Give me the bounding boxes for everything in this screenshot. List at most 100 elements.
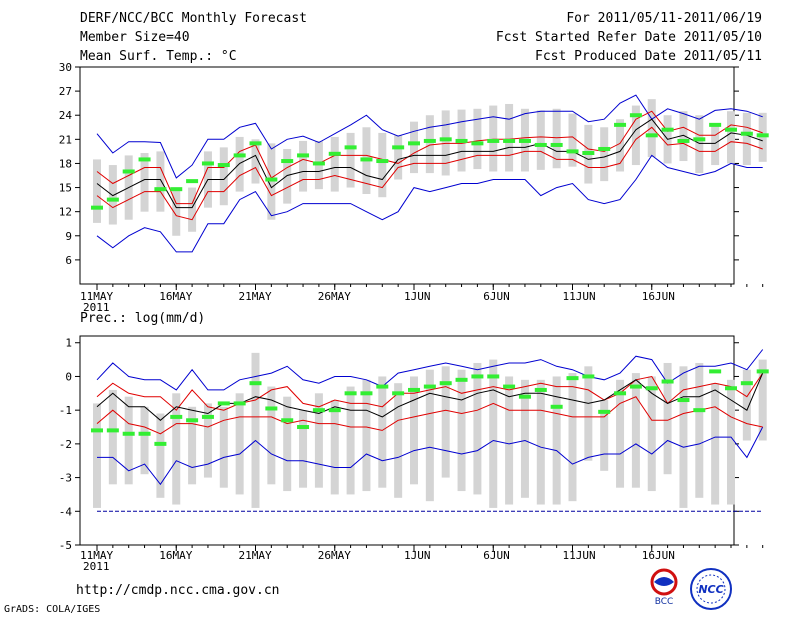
- x-tick-label: 16JUN: [642, 290, 675, 303]
- ensemble-bar: [727, 379, 735, 505]
- observed-marker: [661, 379, 674, 384]
- ensemble-bar: [536, 379, 545, 505]
- ensemble-bar: [631, 373, 640, 488]
- ensemble-bar: [505, 103, 514, 172]
- ensemble-bar: [267, 386, 276, 485]
- fcst-produced-date: Fcst Produced Date 2011/05/11: [535, 49, 762, 64]
- ensemble-bar: [727, 111, 735, 164]
- x-tick-label: 16JUN: [642, 549, 675, 562]
- observed-marker: [265, 177, 278, 182]
- ensemble-bar: [711, 123, 720, 166]
- ensemble-bar: [330, 136, 339, 192]
- ensemble-bar: [536, 110, 545, 170]
- y-tick-label: 21: [59, 133, 72, 146]
- observed-marker: [249, 381, 262, 386]
- ensemble-bar: [346, 132, 355, 188]
- observed-marker: [661, 127, 674, 132]
- temp-panel-title: Mean Surf. Temp.: °C: [80, 49, 237, 64]
- observed-marker: [186, 179, 199, 184]
- observed-marker: [201, 414, 214, 419]
- x-tick-label: 1JUN: [404, 290, 431, 303]
- ensemble-bar: [140, 406, 149, 475]
- ensemble-bar: [711, 383, 720, 505]
- panel-precipitation: -5 -4 -3 -2 -1 0 1 11MAY 16MAY 21MAY 26MAY 1JUN 6JUN…: [59, 335, 769, 573]
- y-tick-label: 6: [65, 254, 72, 267]
- observed-marker: [186, 418, 199, 423]
- observed-marker: [455, 377, 468, 382]
- median-line: [96, 372, 764, 421]
- x-tick-year: 2011: [83, 301, 110, 314]
- y-tick-label: 0: [65, 370, 72, 383]
- ensemble-bar: [330, 400, 339, 495]
- y-tick-label: -2: [59, 438, 72, 451]
- ensemble-bar: [235, 393, 244, 495]
- ensemble-bar: [568, 113, 577, 167]
- min-line: [96, 154, 763, 253]
- lower-quartile-line: [96, 396, 763, 435]
- ensemble-bar: [346, 386, 355, 495]
- observed-marker: [725, 127, 737, 132]
- observed-marker: [487, 138, 500, 143]
- observed-marker: [550, 142, 563, 147]
- ncc-logo-text: NCC: [698, 583, 723, 596]
- y-tick-label: 24: [59, 109, 73, 122]
- x-tick-label: 6JUN: [483, 549, 510, 562]
- observed-marker: [233, 401, 246, 406]
- observed-marker: [423, 138, 436, 143]
- observed-marker: [265, 406, 278, 411]
- prec-panel-title: Prec.: log(mm/d): [80, 311, 206, 326]
- observed-marker: [756, 369, 769, 374]
- observed-marker: [629, 113, 642, 118]
- observed-marker: [534, 387, 547, 392]
- observed-marker: [455, 138, 468, 143]
- ensemble-bar: [520, 379, 529, 498]
- observed-marker: [392, 145, 405, 150]
- ensemble-bar: [156, 151, 165, 212]
- observed-marker: [344, 391, 357, 396]
- ensemble-bar: [679, 366, 688, 508]
- observed-marker: [170, 414, 183, 419]
- observed-marker: [344, 145, 357, 150]
- observed-marker: [503, 384, 516, 389]
- observed-marker: [645, 386, 658, 391]
- upper-quartile-line: [96, 372, 764, 411]
- x-tick-label: 26MAY: [318, 549, 351, 562]
- ensemble-bar: [647, 99, 656, 158]
- observed-marker: [154, 187, 167, 192]
- observed-marker: [122, 169, 135, 174]
- ensemble-bar: [108, 389, 117, 485]
- ensemble-bar: [362, 379, 371, 492]
- ensemble-bar: [489, 359, 498, 508]
- observed-marker: [170, 187, 183, 192]
- upper-quartile-line: [96, 110, 763, 205]
- observed-marker: [312, 161, 325, 166]
- forecast-period: For 2011/05/11-2011/06/19: [566, 11, 762, 26]
- chart-title: DERF/NCC/BCC Monthly Forecast: [80, 11, 307, 26]
- observed-marker: [534, 142, 547, 147]
- ensemble-bar: [410, 121, 418, 174]
- ensemble-bar: [314, 393, 323, 488]
- observed-marker: [392, 391, 405, 396]
- ensemble-bar: [235, 136, 244, 192]
- ensemble-bar: [108, 165, 117, 225]
- observed-marker: [740, 131, 753, 136]
- observed-marker: [487, 374, 500, 379]
- ensemble-bar: [473, 108, 482, 170]
- member-size: Member Size=40: [80, 30, 190, 45]
- observed-marker: [693, 137, 706, 142]
- source-url[interactable]: http://cmdp.ncc.cma.gov.cn: [76, 583, 280, 598]
- observed-marker: [138, 431, 151, 436]
- ensemble-bar: [425, 115, 434, 174]
- observed-marker: [233, 153, 246, 158]
- grads-credit: GrADS: COLA/IGES: [4, 604, 101, 615]
- ensemble-bar: [584, 366, 593, 461]
- ensemble-bar: [616, 379, 625, 488]
- x-tick-label: 6JUN: [483, 290, 510, 303]
- observed-marker: [281, 418, 294, 423]
- observed-marker: [91, 205, 103, 210]
- ensemble-bar: [299, 140, 308, 192]
- observed-marker: [408, 141, 420, 146]
- observed-marker: [106, 428, 119, 433]
- ensemble-bar: [457, 369, 466, 492]
